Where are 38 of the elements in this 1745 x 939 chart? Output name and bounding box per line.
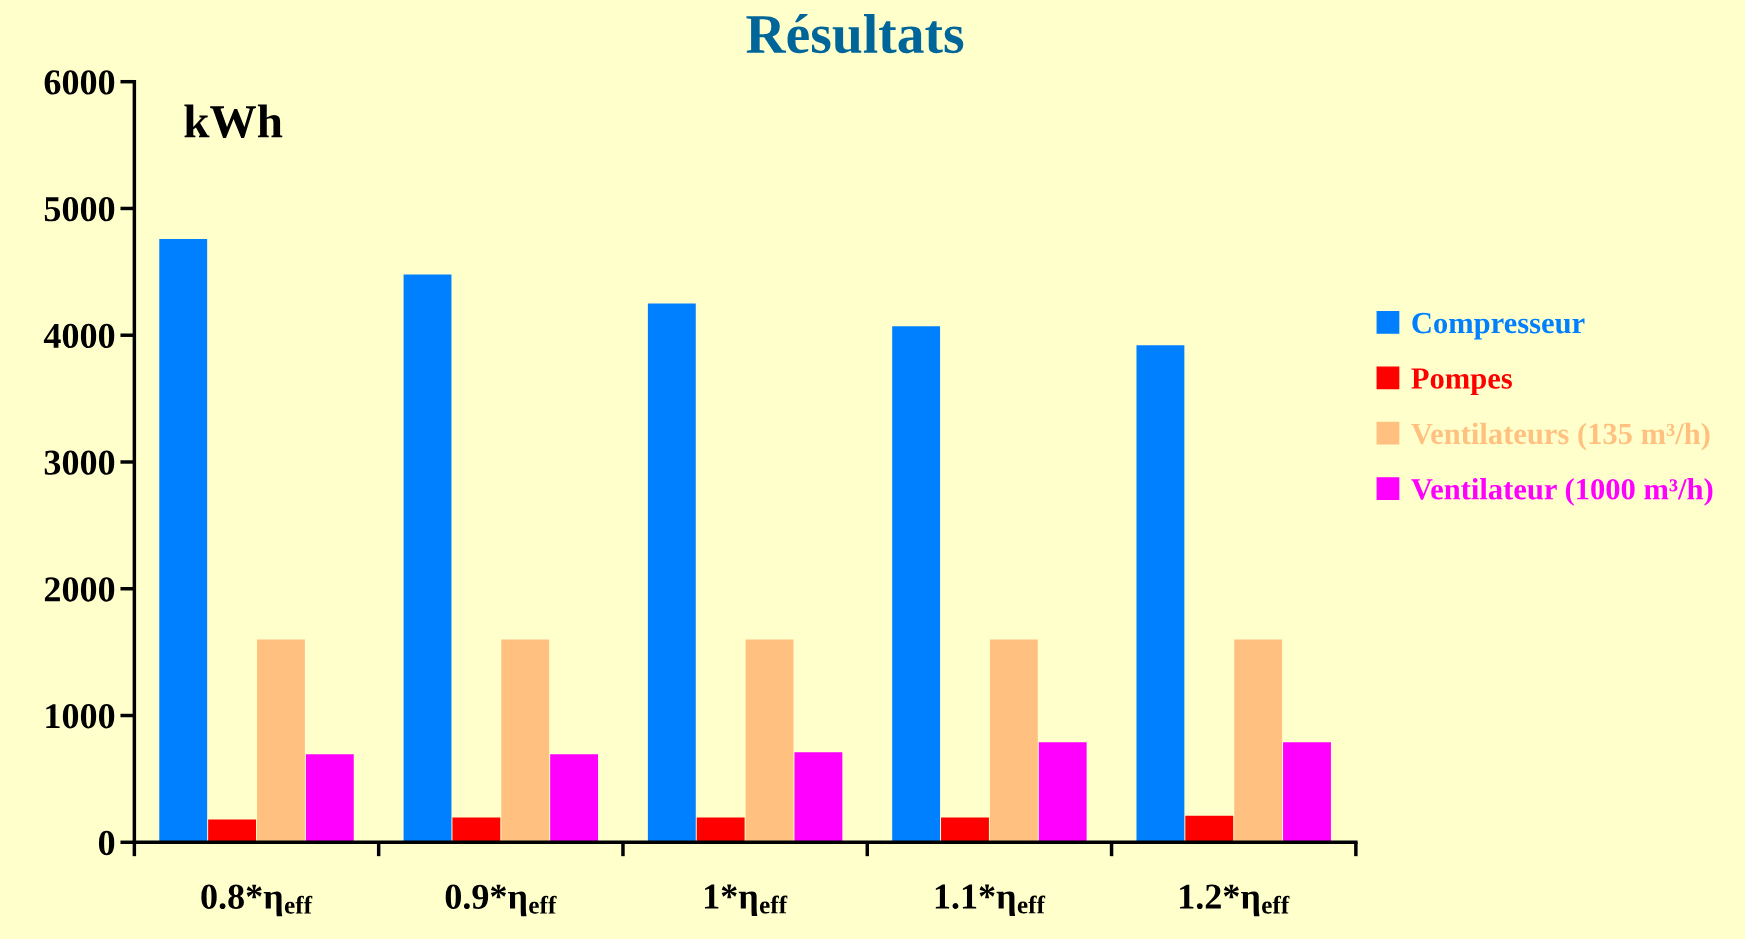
y-tick-label: 6000	[44, 70, 115, 95]
bar	[403, 274, 452, 843]
y-tick-label: 1000	[46, 704, 115, 729]
bar	[989, 639, 1038, 843]
bar	[305, 754, 354, 843]
legend-label: Ventilateurs (135 m³/h)	[1411, 422, 1710, 451]
bar	[159, 238, 208, 843]
bar	[452, 817, 501, 843]
bar	[1234, 639, 1283, 843]
y-axis-title: kWh	[184, 104, 283, 138]
bar	[794, 752, 843, 843]
bar	[941, 817, 989, 843]
y-tick-label: 4000	[43, 323, 115, 349]
x-tick-label: 0.8*η$_{eff}$	[201, 884, 313, 917]
x-tick-label: 1.1*η$_{eff}$	[935, 884, 1046, 917]
bar	[1136, 345, 1185, 843]
bar	[745, 639, 794, 843]
x-tick-label: 1*η$_{eff}$	[705, 884, 788, 917]
bar	[550, 754, 599, 843]
bar	[892, 326, 941, 843]
y-tick-label: 5000	[44, 196, 115, 222]
x-tick-label: 0.9*η$_{eff}$	[445, 884, 557, 917]
y-tick-label: 2000	[44, 577, 115, 602]
bar	[257, 639, 305, 843]
bar	[208, 819, 257, 843]
chart-title: Résultats	[746, 14, 964, 54]
x-tick-label: 1.2*η$_{eff}$	[1180, 884, 1290, 917]
bar	[1283, 742, 1331, 843]
bar	[696, 817, 745, 843]
legend-label: Pompes	[1411, 368, 1512, 395]
legend-label: Ventilateur (1000 m³/h)	[1411, 478, 1713, 506]
bar	[1185, 815, 1234, 843]
legend-label: Compresseur	[1412, 312, 1585, 340]
bar	[647, 303, 696, 843]
bar	[1038, 742, 1087, 843]
bar	[501, 639, 550, 843]
y-tick-label: 0	[98, 830, 115, 856]
y-tick-label: 3000	[44, 450, 115, 475]
